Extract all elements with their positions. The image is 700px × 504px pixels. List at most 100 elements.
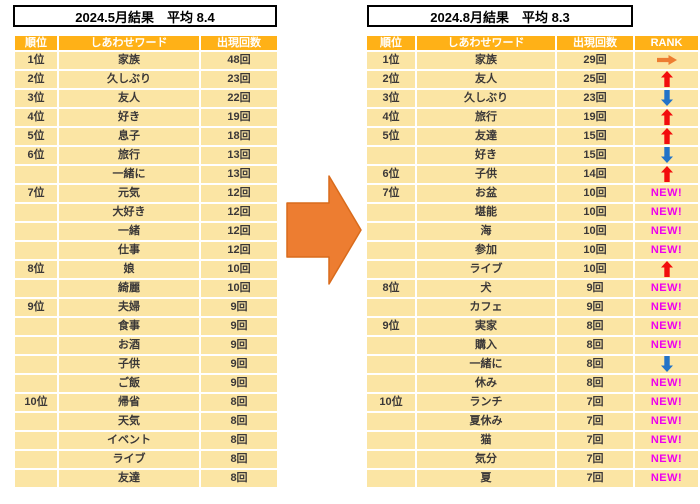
word-cell: 気分 <box>415 449 557 470</box>
rank-cell: 10位 <box>365 392 417 413</box>
rank-cell: 2位 <box>13 69 59 90</box>
rank-change-cell: NEW! <box>633 335 700 356</box>
table-row: 友達 8回 <box>13 468 279 489</box>
word-cell: 堪能 <box>415 202 557 223</box>
rank-cell: 7位 <box>365 183 417 204</box>
count-cell: 13回 <box>199 145 279 166</box>
rank-change-cell: NEW! <box>633 316 700 337</box>
may-2024-title: 2024.5月結果 平均 8.4 <box>13 5 277 27</box>
rank-cell: 3位 <box>365 88 417 109</box>
table-row: 9位 夫婦 9回 <box>13 297 279 318</box>
count-cell: 10回 <box>555 202 635 223</box>
new-badge: NEW! <box>650 244 683 256</box>
rank-change-cell <box>633 145 700 166</box>
count-cell: 48回 <box>199 50 279 71</box>
count-cell: 22回 <box>199 88 279 109</box>
rank-cell <box>13 373 59 394</box>
word-cell: 一緒に <box>415 354 557 375</box>
table-row: 1位 家族 48回 <box>13 50 279 71</box>
word-cell: 旅行 <box>415 107 557 128</box>
table-row: カフェ 9回 NEW! <box>365 297 700 318</box>
word-cell: ご飯 <box>57 373 201 394</box>
may-table-head: 順位 しあわせワード 出現回数 <box>13 34 279 52</box>
word-cell: 好き <box>57 107 201 128</box>
count-cell: 12回 <box>199 183 279 204</box>
count-cell: 12回 <box>199 221 279 242</box>
table-row: イベント 8回 <box>13 430 279 451</box>
column-header: 出現回数 <box>199 34 279 52</box>
word-cell: 久しぶり <box>57 69 201 90</box>
rank-cell: 9位 <box>13 297 59 318</box>
table-row: 3位 久しぶり 23回 <box>365 88 700 109</box>
count-cell: 15回 <box>555 126 635 147</box>
rank-cell <box>365 202 417 223</box>
count-cell: 29回 <box>555 50 635 71</box>
august-2024-panel: 2024.8月結果 平均 8.3 順位 しあわせワード 出現回数 RANK 1位 家族 2… <box>365 5 700 489</box>
august-table-body: 1位 家族 29回 2位 友人 25回 3位 久しぶり 23回 4位 旅行 19回 5位 友達 15回 好き 1… <box>365 50 700 489</box>
count-cell: 8回 <box>555 316 635 337</box>
word-cell: 実家 <box>415 316 557 337</box>
count-cell: 18回 <box>199 126 279 147</box>
rank-change-cell: NEW! <box>633 468 700 489</box>
word-cell: 友人 <box>415 69 557 90</box>
count-cell: 9回 <box>199 373 279 394</box>
count-cell: 19回 <box>555 107 635 128</box>
rank-change-cell: NEW! <box>633 202 700 223</box>
word-cell: 参加 <box>415 240 557 261</box>
table-row: 2位 友人 25回 <box>365 69 700 90</box>
up-arrow-icon <box>660 167 673 182</box>
count-cell: 8回 <box>199 468 279 489</box>
rank-change-cell <box>633 50 700 71</box>
rank-cell <box>365 373 417 394</box>
up-arrow-icon <box>660 129 673 144</box>
word-cell: イベント <box>57 430 201 451</box>
table-row: 3位 友人 22回 <box>13 88 279 109</box>
word-cell: 購入 <box>415 335 557 356</box>
table-row: 5位 息子 18回 <box>13 126 279 147</box>
may-2024-panel: 2024.5月結果 平均 8.4 順位 しあわせワード 出現回数 1位 家族 48回 2位… <box>13 5 279 489</box>
table-row: 猫 7回 NEW! <box>365 430 700 451</box>
count-cell: 7回 <box>555 392 635 413</box>
rank-change-cell: NEW! <box>633 449 700 470</box>
count-cell: 10回 <box>199 278 279 299</box>
rank-change-cell: NEW! <box>633 183 700 204</box>
count-cell: 10回 <box>199 259 279 280</box>
new-badge: NEW! <box>650 187 683 199</box>
august-2024-title: 2024.8月結果 平均 8.3 <box>367 5 633 27</box>
column-header: しあわせワード <box>57 34 201 52</box>
rank-cell <box>13 202 59 223</box>
table-row: 仕事 12回 <box>13 240 279 261</box>
rank-cell <box>365 335 417 356</box>
rank-cell <box>13 316 59 337</box>
word-cell: 友人 <box>57 88 201 109</box>
count-cell: 9回 <box>199 316 279 337</box>
table-row: 夏休み 7回 NEW! <box>365 411 700 432</box>
table-header-row: 順位 しあわせワード 出現回数 <box>13 34 279 52</box>
rank-cell <box>13 354 59 375</box>
word-cell: カフェ <box>415 297 557 318</box>
count-cell: 8回 <box>199 411 279 432</box>
table-row: 海 10回 NEW! <box>365 221 700 242</box>
rank-cell <box>365 468 417 489</box>
rank-cell: 1位 <box>13 50 59 71</box>
rank-change-cell: NEW! <box>633 373 700 394</box>
count-cell: 10回 <box>555 221 635 242</box>
down-arrow-icon <box>660 91 673 106</box>
column-header: RANK <box>633 34 700 52</box>
table-row: ご飯 9回 <box>13 373 279 394</box>
new-badge: NEW! <box>650 282 683 294</box>
august-table-head: 順位 しあわせワード 出現回数 RANK <box>365 34 700 52</box>
rank-cell: 5位 <box>365 126 417 147</box>
word-cell: 海 <box>415 221 557 242</box>
word-cell: お酒 <box>57 335 201 356</box>
rank-cell: 4位 <box>13 107 59 128</box>
word-cell: 家族 <box>57 50 201 71</box>
word-cell: 天気 <box>57 411 201 432</box>
count-cell: 10回 <box>555 259 635 280</box>
rank-cell <box>13 430 59 451</box>
word-cell: 一緒に <box>57 164 201 185</box>
count-cell: 8回 <box>555 373 635 394</box>
rank-change-cell: NEW! <box>633 392 700 413</box>
table-row: 参加 10回 NEW! <box>365 240 700 261</box>
word-cell: ライブ <box>415 259 557 280</box>
